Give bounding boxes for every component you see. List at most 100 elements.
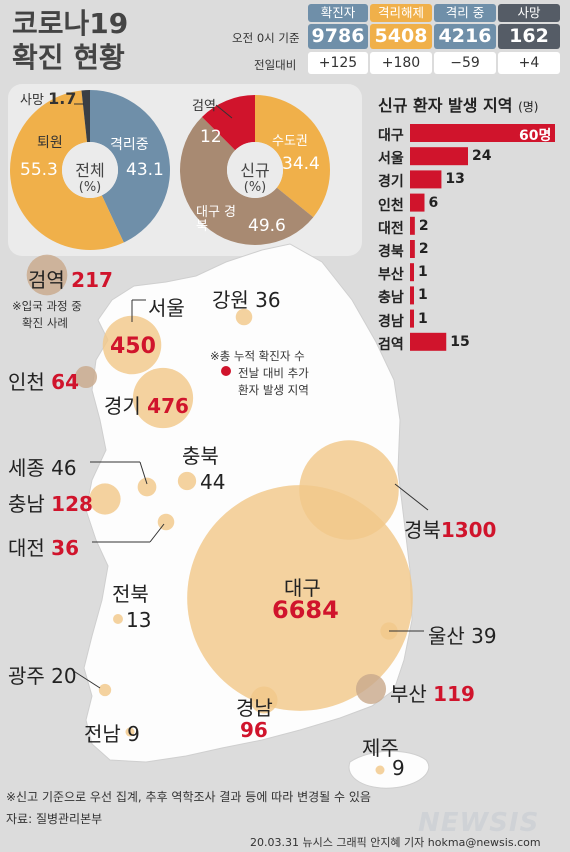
bar-category-5: 경북 <box>378 244 404 260</box>
gyeongbuk-leader <box>394 483 429 511</box>
bubble-5 <box>177 471 197 491</box>
region-value-incheon: 64 <box>51 370 80 394</box>
bar-value-3: 6 <box>428 194 439 211</box>
region-value-gwangju: 20 <box>51 664 77 688</box>
legend-line-2: 전날 대비 추가 <box>238 366 309 380</box>
bar-9 <box>410 332 447 351</box>
legend-line-1: ※총 누적 확진자 수 <box>210 349 305 363</box>
pie2-metro-label: 수도권 <box>272 134 308 149</box>
bar-category-9: 검역 <box>378 336 404 353</box>
bar-6 <box>410 263 414 282</box>
bubble-10 <box>113 614 123 624</box>
bar-value-9: 15 <box>450 333 470 350</box>
pie2-quarantine-value: 12 <box>200 127 222 147</box>
released-diff: +180 <box>370 52 432 74</box>
region-label-sejong: 세종 46 <box>8 456 77 480</box>
bubble-7 <box>89 483 121 515</box>
footnote: ※신고 기준으로 우선 집계, 추후 역학조사 결과 등에 따라 변경될 수 있… <box>6 790 371 804</box>
bar-0 <box>410 124 555 142</box>
bar-category-1: 서울 <box>378 151 404 168</box>
bar-chart-unit: (명) <box>518 100 539 114</box>
source: 자료: 질병관리본부 <box>6 812 103 826</box>
bar-category-6: 부산 <box>378 267 404 284</box>
bubble-11 <box>187 485 413 711</box>
region-label-quarantine: 검역 217 <box>28 268 113 292</box>
deaths-diff: +4 <box>498 52 560 74</box>
pie1-slice-0 <box>90 90 170 243</box>
region-value-gyeongbuk: 1300 <box>440 518 497 542</box>
bubble-15 <box>250 686 278 714</box>
region-value-daegu: 6684 <box>272 596 339 624</box>
region-value-chungbuk: 44 <box>200 470 226 494</box>
bubble-2 <box>235 308 253 326</box>
pie1-deaths-label: 사망 1.7 <box>20 89 77 108</box>
bar-category-4: 대전 <box>378 220 404 237</box>
pie1-slice-2 <box>81 90 90 143</box>
bar-4 <box>410 216 415 235</box>
diff-label: 전일대비 <box>254 58 297 72</box>
bar-category-7: 충남 <box>378 290 404 307</box>
isolated-diff: −59 <box>434 52 496 74</box>
region-label-busan: 부산 119 <box>390 682 475 706</box>
pie1-isolated-label: 격리중 <box>110 137 149 153</box>
bar-value-7: 1 <box>418 287 428 304</box>
bar-category-0: 대구 <box>378 128 404 144</box>
pie2-center-label: 신규 <box>240 161 270 180</box>
bar-category-8: 경남 <box>378 313 404 330</box>
bar-1 <box>410 147 468 166</box>
region-label-daegu: 대구 <box>284 576 321 600</box>
col-released-header: 격리해제 <box>370 4 432 22</box>
basis-label: 오전 0시 기준 <box>232 31 300 45</box>
region-label-gyeongnam: 경남 <box>236 696 273 720</box>
pie2-daegu-label: 대구 경북 <box>196 205 237 234</box>
region-label-gyeonggi: 경기 476 <box>104 394 189 418</box>
bubble-16 <box>125 727 135 737</box>
sejong-leader-2 <box>139 461 148 485</box>
region-label-daejeon: 대전 36 <box>8 536 80 560</box>
quarantine-note-1: ※입국 과정 중 <box>12 299 82 313</box>
newsis-logo: NEWSIS <box>418 808 540 838</box>
bubble-6 <box>137 477 157 497</box>
pie2-slice-0 <box>255 95 330 218</box>
bar-value-2: 13 <box>445 171 465 188</box>
bar-chart-title: 신규 환자 발생 지역 (명) <box>378 96 539 115</box>
page-title-line2: 확진 현황 <box>12 41 125 74</box>
confirmed-value: 9786 <box>308 24 368 49</box>
pie2-slice-2 <box>201 95 255 151</box>
region-value-ulsan: 39 <box>471 624 497 648</box>
bubble-14 <box>355 673 387 705</box>
deaths-value: 162 <box>498 24 560 49</box>
bar-2 <box>410 170 442 189</box>
bubble-3 <box>74 365 98 389</box>
region-value-gyeongnam: 96 <box>240 718 268 742</box>
region-value-jeonnam: 9 <box>127 722 140 746</box>
bar-value-4: 2 <box>418 217 429 234</box>
bar-5 <box>410 240 415 258</box>
region-label-ulsan: 울산 39 <box>428 624 497 648</box>
pie2-daegu-value: 49.6 <box>248 216 286 236</box>
region-label-jeju: 제주 <box>362 736 399 760</box>
page-title-line1: 코로나19 <box>12 7 129 40</box>
pie2-quarantine-leader <box>215 104 233 119</box>
region-label-jeonbuk: 전북 <box>112 582 149 606</box>
region-label-gyeongbuk: 경북1300 <box>404 518 497 542</box>
bar-category-2: 경기 <box>378 174 404 191</box>
pie1-isolated-value: 43.1 <box>126 160 164 180</box>
bar-3 <box>410 193 425 212</box>
pie1-released-label: 퇴원 <box>37 135 63 151</box>
bubble-13 <box>98 683 112 697</box>
released-value: 5408 <box>370 24 432 49</box>
pie1-released-value: 55.3 <box>20 160 58 180</box>
region-value-gangwon: 36 <box>255 288 281 312</box>
pie2-quarantine-label: 검역 <box>192 99 216 114</box>
daejeon-leader-2 <box>149 523 165 543</box>
bubble-0 <box>26 254 68 296</box>
bar-value-8: 1 <box>418 310 428 327</box>
pie1-deaths-value: 1.7 <box>48 89 77 108</box>
col-confirmed-header: 확진자 <box>308 4 368 22</box>
col-deaths-header: 사망 <box>498 4 560 22</box>
bubble-1 <box>102 315 162 375</box>
region-value-gyeonggi: 476 <box>147 394 189 418</box>
